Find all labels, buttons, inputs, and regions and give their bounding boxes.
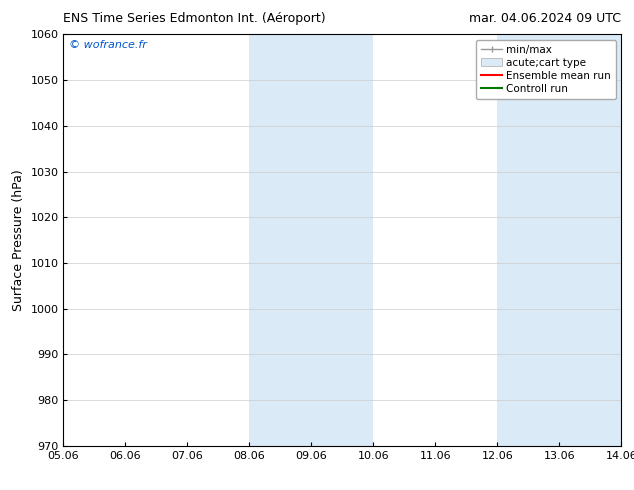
Text: mar. 04.06.2024 09 UTC: mar. 04.06.2024 09 UTC (469, 12, 621, 25)
Text: ENS Time Series Edmonton Int. (Aéroport): ENS Time Series Edmonton Int. (Aéroport) (63, 12, 326, 25)
Legend: min/max, acute;cart type, Ensemble mean run, Controll run: min/max, acute;cart type, Ensemble mean … (476, 40, 616, 99)
Bar (249, 34, 373, 446)
Bar (497, 34, 621, 446)
Y-axis label: Surface Pressure (hPa): Surface Pressure (hPa) (12, 169, 25, 311)
Text: © wofrance.fr: © wofrance.fr (69, 41, 147, 50)
